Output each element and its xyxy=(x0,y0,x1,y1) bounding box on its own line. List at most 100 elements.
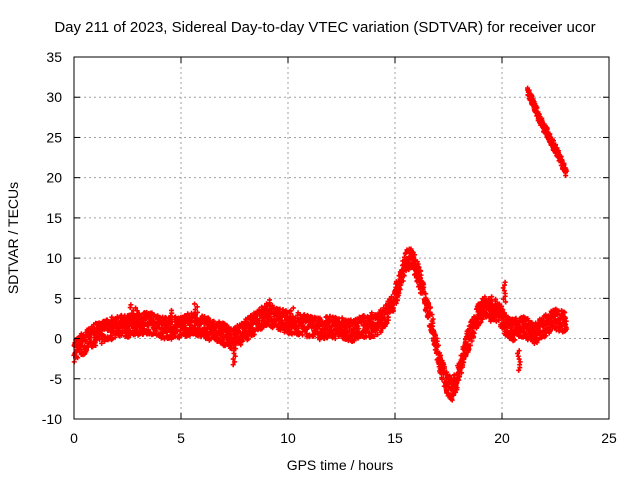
spike-point xyxy=(127,316,133,322)
spike-point xyxy=(192,318,198,324)
spike-point xyxy=(232,353,238,359)
spike-point xyxy=(127,305,133,311)
spike-point xyxy=(517,365,523,371)
spike-point xyxy=(488,311,494,317)
main-point xyxy=(75,355,81,361)
spike-point xyxy=(192,307,198,313)
x-tick-label: 5 xyxy=(177,430,185,446)
main-point xyxy=(429,312,435,318)
main-point xyxy=(493,296,499,302)
y-tick-label: 20 xyxy=(46,170,62,186)
main-point xyxy=(397,286,403,292)
spike-point xyxy=(288,311,294,317)
main-point xyxy=(280,307,286,313)
main-point xyxy=(220,337,226,343)
spike-point xyxy=(487,302,493,308)
late-point xyxy=(561,160,567,166)
main-point xyxy=(288,328,294,334)
main-point xyxy=(563,325,569,331)
spike-point xyxy=(167,327,173,333)
main-point xyxy=(211,318,217,324)
main-point xyxy=(363,333,369,339)
main-point xyxy=(172,314,178,320)
main-point xyxy=(482,294,488,300)
spike-point xyxy=(370,327,376,333)
main-point xyxy=(418,272,424,278)
plot-frame xyxy=(73,56,610,420)
spike-point xyxy=(500,285,506,291)
late-point xyxy=(526,87,532,93)
spike-point xyxy=(133,325,139,331)
spike-point xyxy=(368,324,374,330)
main-point xyxy=(174,328,180,334)
main-point xyxy=(374,332,380,338)
main-point xyxy=(512,337,518,343)
main-point xyxy=(449,397,455,403)
main-point xyxy=(262,303,268,309)
spike-point xyxy=(232,359,238,365)
spike-point xyxy=(515,353,521,359)
main-point xyxy=(423,291,429,297)
main-point xyxy=(400,278,406,284)
main-point xyxy=(245,336,251,342)
spike-point xyxy=(194,321,200,327)
main-point xyxy=(412,252,418,258)
y-tick-label: -10 xyxy=(42,411,62,427)
y-axis-label: SDTVAR / TECUs xyxy=(5,182,21,294)
y-tick-label: 0 xyxy=(54,331,62,347)
spike-point xyxy=(369,310,375,316)
spike-point xyxy=(166,319,172,325)
y-tick-label: 25 xyxy=(46,129,62,145)
main-point xyxy=(427,304,433,310)
spike-point xyxy=(368,318,374,324)
main-point xyxy=(430,320,436,326)
spike-point xyxy=(516,367,522,373)
spike-point xyxy=(502,293,508,299)
y-tick-label: 5 xyxy=(54,290,62,306)
main-point xyxy=(221,334,227,340)
spike-point xyxy=(500,296,506,302)
main-point xyxy=(206,316,212,322)
main-point xyxy=(390,308,396,314)
x-axis-label: GPS time / hours xyxy=(287,457,394,473)
main-point xyxy=(483,314,489,320)
spike-point xyxy=(232,342,238,348)
spike-point xyxy=(267,303,273,309)
spike-point xyxy=(516,356,522,362)
late-point xyxy=(544,125,550,131)
spike-point xyxy=(169,310,175,316)
main-point xyxy=(421,284,427,290)
main-point xyxy=(153,328,159,334)
main-point xyxy=(496,317,502,323)
main-point xyxy=(87,334,93,340)
main-point xyxy=(463,352,469,358)
main-point xyxy=(355,323,361,329)
main-point xyxy=(413,266,419,272)
spike-point xyxy=(192,301,198,307)
y-tick-label: 10 xyxy=(46,250,62,266)
main-point xyxy=(478,319,484,325)
y-tick-label: 30 xyxy=(46,89,62,105)
main-point xyxy=(332,336,338,342)
spike-point xyxy=(230,362,236,368)
y-tick-label: 35 xyxy=(46,49,62,65)
main-point xyxy=(401,273,407,279)
main-point xyxy=(396,290,402,296)
main-point xyxy=(278,327,284,333)
main-point xyxy=(525,316,531,322)
late-point xyxy=(553,142,559,148)
x-tick-label: 25 xyxy=(601,430,617,446)
y-tick-label: 15 xyxy=(46,210,62,226)
grid xyxy=(74,57,609,419)
main-point xyxy=(93,343,99,349)
main-point xyxy=(563,318,569,324)
spike-point xyxy=(489,294,495,300)
main-point xyxy=(299,332,305,338)
spike-point xyxy=(290,305,296,311)
spike-point xyxy=(368,330,374,336)
main-point xyxy=(238,342,244,348)
late-point xyxy=(534,105,540,111)
spike-point xyxy=(290,313,296,319)
spike-point xyxy=(289,325,295,331)
main-point xyxy=(297,330,303,336)
